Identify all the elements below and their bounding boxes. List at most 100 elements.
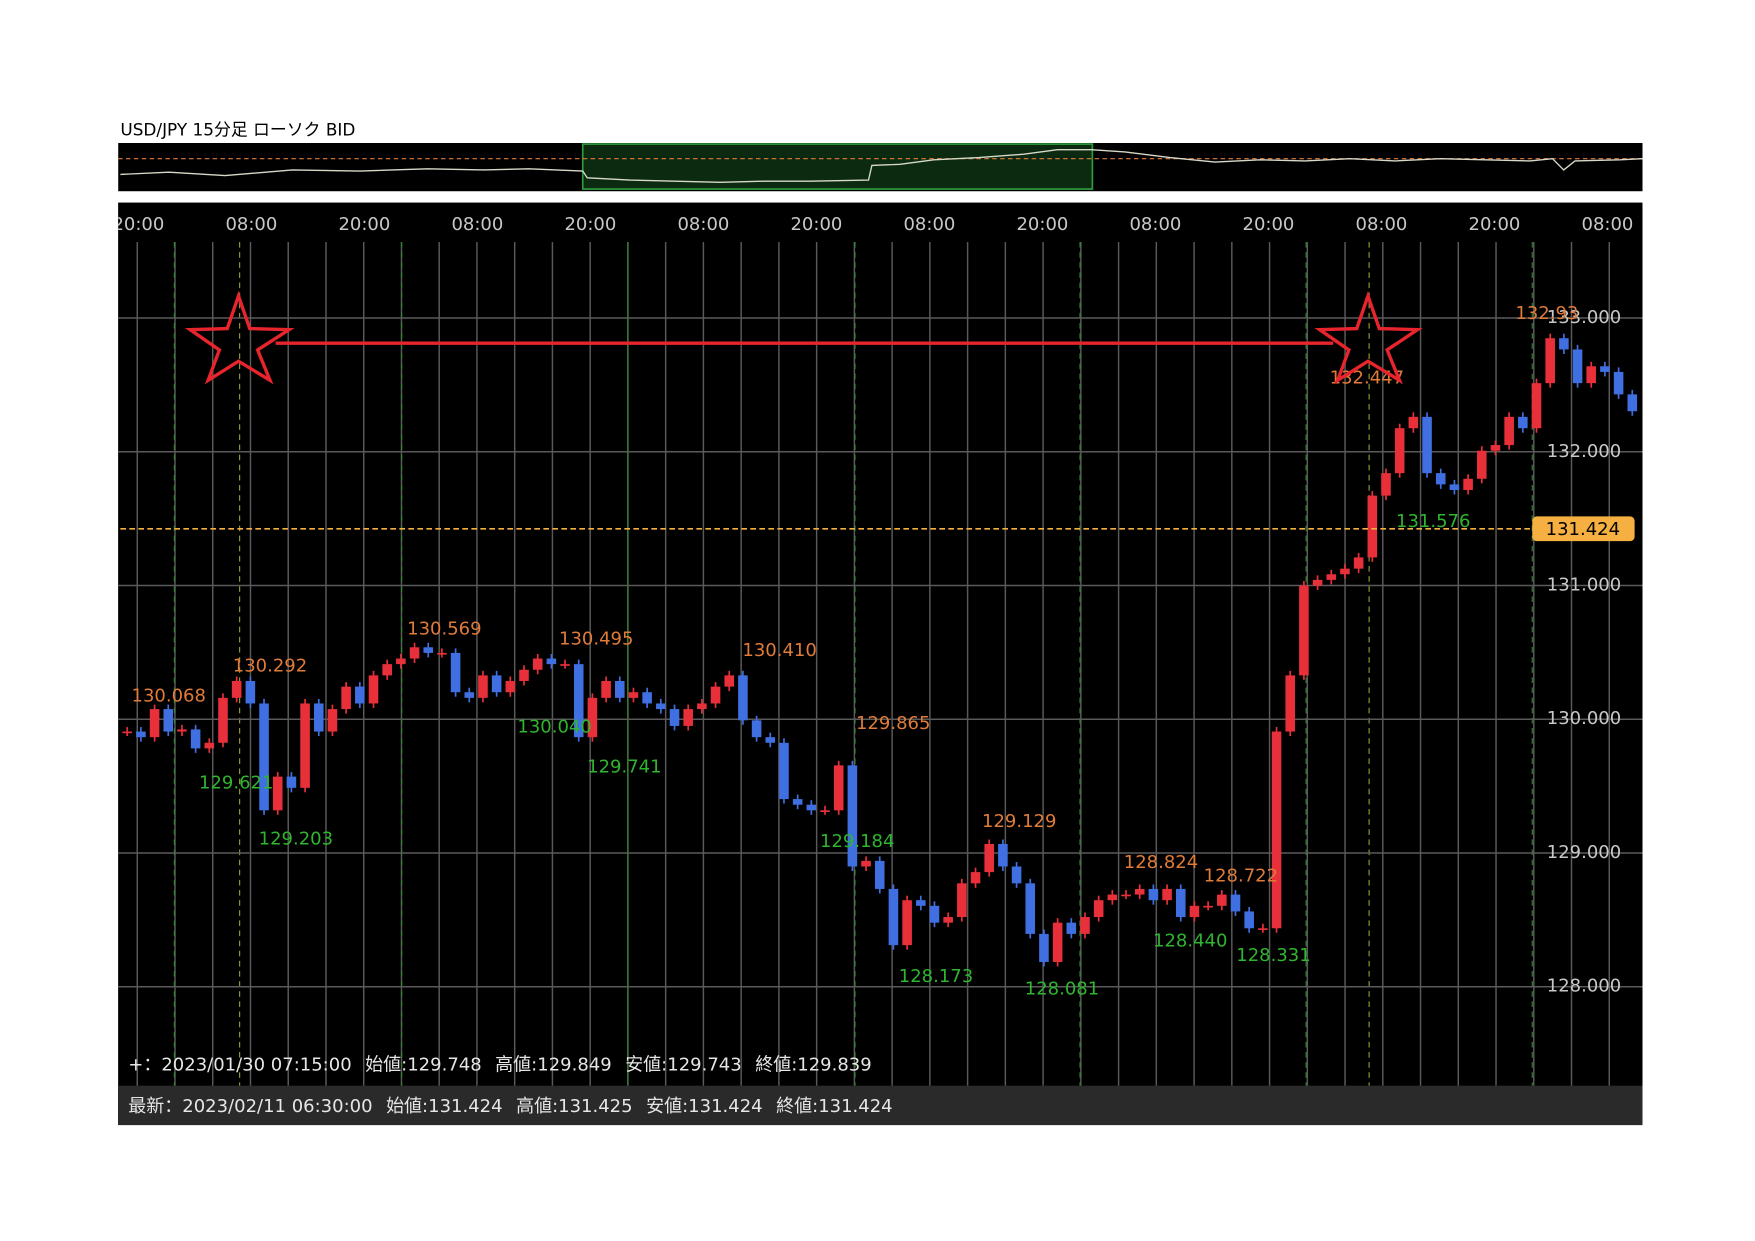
candle — [1093, 900, 1104, 918]
crosshair-info: +：2023/01/30 07:15:00 始値:129.748 高値:129.84… — [128, 1054, 871, 1075]
candle — [998, 844, 1008, 867]
candle — [149, 709, 160, 738]
candle — [1175, 888, 1186, 918]
y-tick-label: 129.000 — [1547, 842, 1621, 863]
y-tick-label: 133.000 — [1547, 307, 1621, 328]
candle — [341, 686, 351, 710]
label: 高値: — [516, 1096, 558, 1117]
low-label: 129.741 — [587, 756, 661, 777]
low-label: 129.621 — [199, 772, 273, 793]
candle — [1381, 473, 1391, 496]
candle — [779, 742, 789, 800]
close: 129.839 — [797, 1054, 871, 1075]
candle — [136, 731, 146, 738]
candle — [450, 652, 461, 693]
annotation-star — [184, 290, 295, 385]
candle — [847, 765, 858, 867]
candle — [601, 680, 611, 698]
label: 終値: — [755, 1054, 797, 1075]
high-label: 129.865 — [856, 713, 930, 734]
low-label: 129.203 — [259, 828, 333, 849]
candle — [1230, 894, 1241, 912]
candle — [505, 680, 516, 693]
candle — [1422, 416, 1432, 474]
high-label: 132.93 — [1515, 303, 1578, 324]
low: 129.743 — [667, 1054, 741, 1075]
low-label: 131.576 — [1396, 511, 1470, 532]
candle — [710, 686, 721, 704]
candle — [1463, 478, 1473, 491]
candle — [738, 675, 748, 721]
x-tick-label: 20:00 — [790, 214, 842, 235]
candle — [943, 917, 953, 923]
candle — [833, 765, 844, 811]
candle — [806, 804, 817, 811]
candle — [231, 680, 242, 698]
candle — [1504, 416, 1514, 446]
candle — [792, 799, 803, 805]
candle — [1559, 338, 1569, 350]
high-label: 130.495 — [559, 629, 633, 650]
candle — [259, 703, 269, 811]
prefix: +： — [128, 1054, 161, 1075]
candle — [1340, 568, 1350, 575]
candle — [697, 703, 707, 710]
candle — [1189, 905, 1200, 918]
high-label: 128.824 — [1124, 852, 1198, 873]
candle — [765, 737, 776, 743]
candle — [573, 664, 584, 738]
candle — [1435, 473, 1446, 485]
candle — [1025, 883, 1036, 934]
x-tick-label: 20:00 — [1016, 214, 1068, 235]
candle — [355, 686, 365, 704]
low-label: 128.173 — [899, 966, 973, 987]
candle — [724, 675, 735, 687]
navigator — [118, 142, 1643, 192]
latest-info: 最新：2023/02/11 06:30:00 始値:131.424 高値:131.4… — [128, 1096, 892, 1117]
y-tick-label: 131.000 — [1547, 574, 1621, 595]
candle — [1353, 557, 1364, 569]
low-label: 129.184 — [820, 831, 894, 852]
x-tick-label: 20:00 — [112, 214, 164, 235]
candle — [1203, 905, 1213, 908]
high-label: 129.129 — [982, 811, 1056, 832]
candle — [1518, 416, 1528, 429]
candle — [382, 664, 392, 676]
candle — [1217, 894, 1227, 906]
high-label: 130.068 — [132, 686, 206, 707]
candle — [861, 860, 871, 867]
candle — [1600, 366, 1610, 372]
candle — [177, 729, 187, 732]
candle — [1531, 383, 1542, 429]
candle — [628, 692, 639, 698]
candle — [1490, 445, 1501, 451]
candle — [916, 900, 926, 906]
candle — [1586, 366, 1597, 384]
y-tick-label: 130.000 — [1547, 708, 1621, 729]
candle — [614, 680, 625, 698]
candle — [669, 709, 680, 726]
candle — [1244, 911, 1254, 929]
candle — [190, 729, 201, 749]
candle — [683, 709, 693, 726]
navigator-window[interactable] — [581, 143, 1094, 190]
close: 131.424 — [818, 1096, 892, 1117]
label: 高値: — [495, 1054, 537, 1075]
x-tick-label: 08:00 — [677, 214, 729, 235]
high-label: 130.410 — [742, 640, 816, 661]
candle — [423, 647, 434, 653]
low-label: 128.331 — [1236, 945, 1310, 966]
high: 131.425 — [558, 1096, 632, 1117]
candle — [1258, 928, 1268, 930]
candle — [1148, 888, 1159, 901]
candle — [1449, 484, 1460, 491]
candle — [327, 709, 338, 732]
label: 安値: — [625, 1054, 667, 1075]
candle — [1613, 371, 1624, 395]
candle — [464, 692, 475, 698]
candle — [1107, 894, 1118, 901]
candle — [1545, 338, 1555, 384]
candle — [1066, 922, 1077, 934]
candle — [957, 883, 967, 918]
